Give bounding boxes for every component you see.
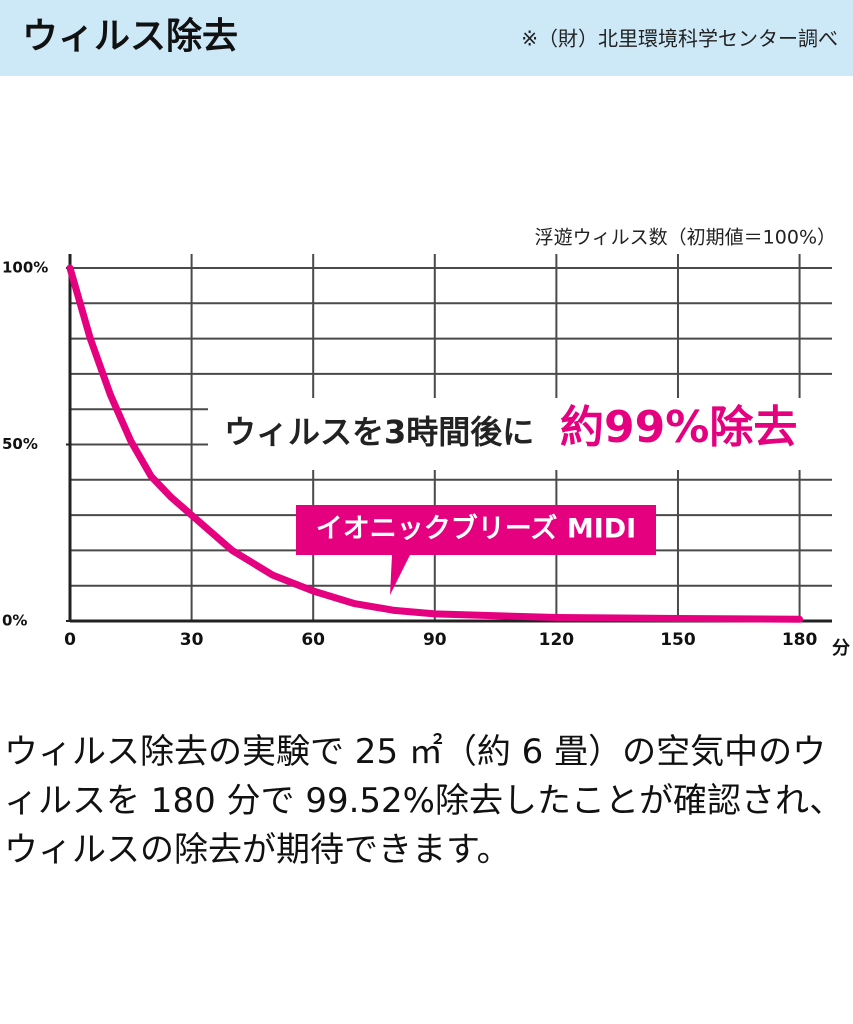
annotation-bg xyxy=(208,398,832,470)
description: ウィルス除去の実験で 25 ㎡（約 6 畳）の空気中のウィルスを 180 分で … xyxy=(4,732,844,870)
data-line xyxy=(66,264,804,623)
page-title: ウィルス除去 xyxy=(22,16,238,57)
x-tick-label: 150 xyxy=(660,630,696,650)
y-tick-label: 50% xyxy=(2,435,38,453)
chart-subtitle: 浮遊ウィルス数（初期値＝100%） xyxy=(535,227,836,249)
chart: ウィルス除去 ※（財）北里環境科学センター調べ 浮遊ウィルス数（初期値＝100%… xyxy=(0,0,853,659)
x-tick-label: 90 xyxy=(423,630,447,650)
header-band xyxy=(0,0,853,76)
x-tick-label: 60 xyxy=(301,630,325,650)
callout-box xyxy=(296,505,656,595)
annotation: ウィルスを3時間後に xyxy=(224,413,534,451)
annotation-highlight: 約99%除去 xyxy=(560,402,797,453)
x-tick-label: 30 xyxy=(180,630,204,650)
y-tick-label: 0% xyxy=(2,612,27,630)
x-tick-label: 0 xyxy=(64,630,76,650)
x-tick-label: 120 xyxy=(539,630,575,650)
source-note: ※（財）北里環境科学センター調べ xyxy=(521,27,838,51)
x-tick-label: 180 xyxy=(782,630,818,650)
series-label: イオニックブリーズ MIDI xyxy=(316,513,636,545)
y-tick-label: 100% xyxy=(2,259,48,277)
x-unit: 分 xyxy=(832,638,850,659)
